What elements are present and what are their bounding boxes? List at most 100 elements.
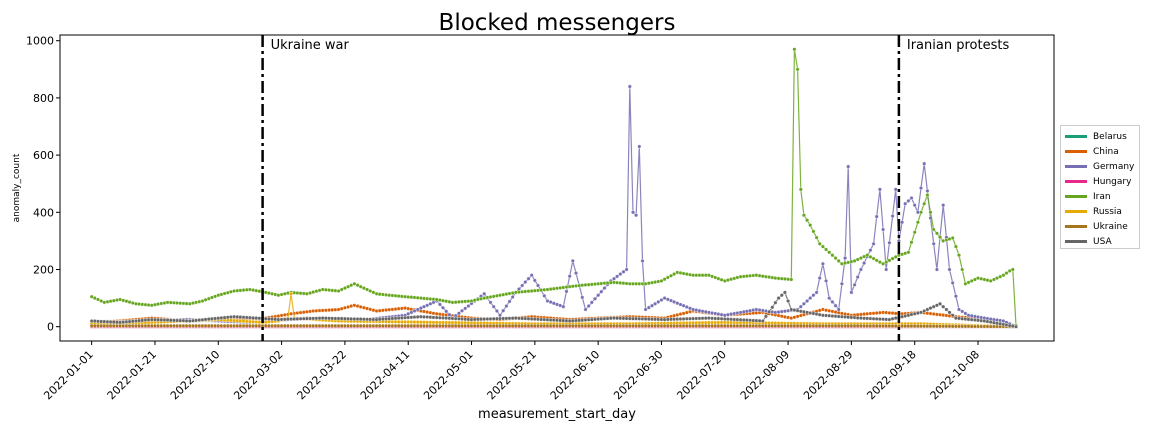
data-point xyxy=(801,309,806,314)
x-tick-label: 2022-10-08 xyxy=(928,348,982,402)
data-point xyxy=(634,213,639,218)
data-point xyxy=(792,308,797,313)
data-point xyxy=(491,294,496,299)
y-axis-label: anomaly_count xyxy=(12,153,22,222)
legend-swatch xyxy=(1065,240,1087,243)
data-point xyxy=(855,275,860,280)
legend-swatch xyxy=(1065,165,1087,168)
data-point xyxy=(960,267,965,272)
data-point xyxy=(953,294,958,299)
data-point xyxy=(931,241,936,246)
data-point xyxy=(494,309,499,314)
data-point xyxy=(814,290,819,295)
data-point xyxy=(893,254,898,259)
data-point xyxy=(444,309,449,314)
data-point xyxy=(941,203,946,208)
data-point xyxy=(827,250,832,255)
data-point xyxy=(653,301,658,306)
legend-swatch xyxy=(1065,210,1087,213)
data-point xyxy=(510,295,515,300)
x-axis: 2022-01-01 2022-01-21 2022-02-10 2022-03-02… xyxy=(41,341,982,402)
data-point xyxy=(957,253,962,258)
data-point xyxy=(434,297,439,302)
data-point xyxy=(903,201,908,206)
legend-item-ukraine: Ukraine xyxy=(1065,219,1135,234)
data-point xyxy=(950,280,955,285)
data-point xyxy=(786,299,791,304)
data-point xyxy=(950,313,955,318)
data-point xyxy=(672,272,677,277)
x-tick-label: 2022-09-18 xyxy=(864,348,918,402)
data-point xyxy=(425,310,430,315)
legend-label: Ukraine xyxy=(1093,221,1128,232)
data-point xyxy=(504,304,509,309)
data-point xyxy=(909,312,914,317)
legend: Belarus China Germany Hungary Iran Russia Ukra… xyxy=(1060,125,1140,249)
x-tick-label: 2022-06-30 xyxy=(611,348,665,402)
data-point xyxy=(656,299,661,304)
data-point xyxy=(874,214,879,219)
data-point xyxy=(906,250,911,255)
data-point xyxy=(447,312,452,317)
data-point xyxy=(744,309,749,314)
data-point xyxy=(811,311,816,316)
data-point xyxy=(646,281,651,286)
data-point xyxy=(662,277,667,282)
data-point xyxy=(779,293,784,298)
x-tick-label: 2022-08-29 xyxy=(801,348,855,402)
data-point xyxy=(798,187,803,192)
data-point xyxy=(102,300,107,305)
data-point xyxy=(919,185,924,190)
data-point xyxy=(637,144,642,149)
plot-area xyxy=(59,34,1055,342)
data-point xyxy=(479,296,484,301)
y-tick-label: 400 xyxy=(33,206,54,219)
data-point xyxy=(776,296,781,301)
data-point xyxy=(830,299,835,304)
y-tick-label: 800 xyxy=(33,92,54,105)
legend-item-iran: Iran xyxy=(1065,189,1135,204)
data-point xyxy=(795,308,800,313)
data-point xyxy=(1010,324,1015,329)
data-point xyxy=(276,293,281,298)
data-point xyxy=(833,303,838,308)
data-point xyxy=(890,256,895,261)
data-point xyxy=(820,261,825,266)
data-point xyxy=(482,296,487,301)
data-point xyxy=(1014,324,1019,329)
data-point xyxy=(760,319,765,324)
data-point xyxy=(934,231,939,236)
data-point xyxy=(656,279,661,284)
data-point xyxy=(811,229,816,234)
data-point xyxy=(653,280,658,285)
data-point xyxy=(941,304,946,309)
data-point xyxy=(893,316,898,321)
data-point xyxy=(782,290,787,295)
data-point xyxy=(824,278,829,283)
data-point xyxy=(808,296,813,301)
series-usa xyxy=(89,290,1019,329)
data-point xyxy=(748,308,753,313)
data-point xyxy=(757,273,762,278)
legend-swatch xyxy=(1065,225,1087,228)
legend-label: Iran xyxy=(1093,191,1111,202)
data-point xyxy=(491,304,496,309)
legend-item-belarus: Belarus xyxy=(1065,129,1135,144)
data-point xyxy=(957,307,962,312)
data-point xyxy=(532,278,537,283)
data-point xyxy=(820,307,825,312)
data-point xyxy=(501,308,506,313)
data-point xyxy=(811,293,816,298)
legend-item-usa: USA xyxy=(1065,234,1135,249)
data-point xyxy=(985,319,990,324)
data-point xyxy=(849,290,854,295)
legend-swatch xyxy=(1065,195,1087,198)
data-point xyxy=(1001,273,1006,278)
data-point xyxy=(767,309,772,314)
data-point xyxy=(922,201,927,206)
data-point xyxy=(706,310,711,315)
data-point xyxy=(599,289,604,294)
legend-label: Hungary xyxy=(1093,176,1132,187)
data-point xyxy=(881,227,886,232)
